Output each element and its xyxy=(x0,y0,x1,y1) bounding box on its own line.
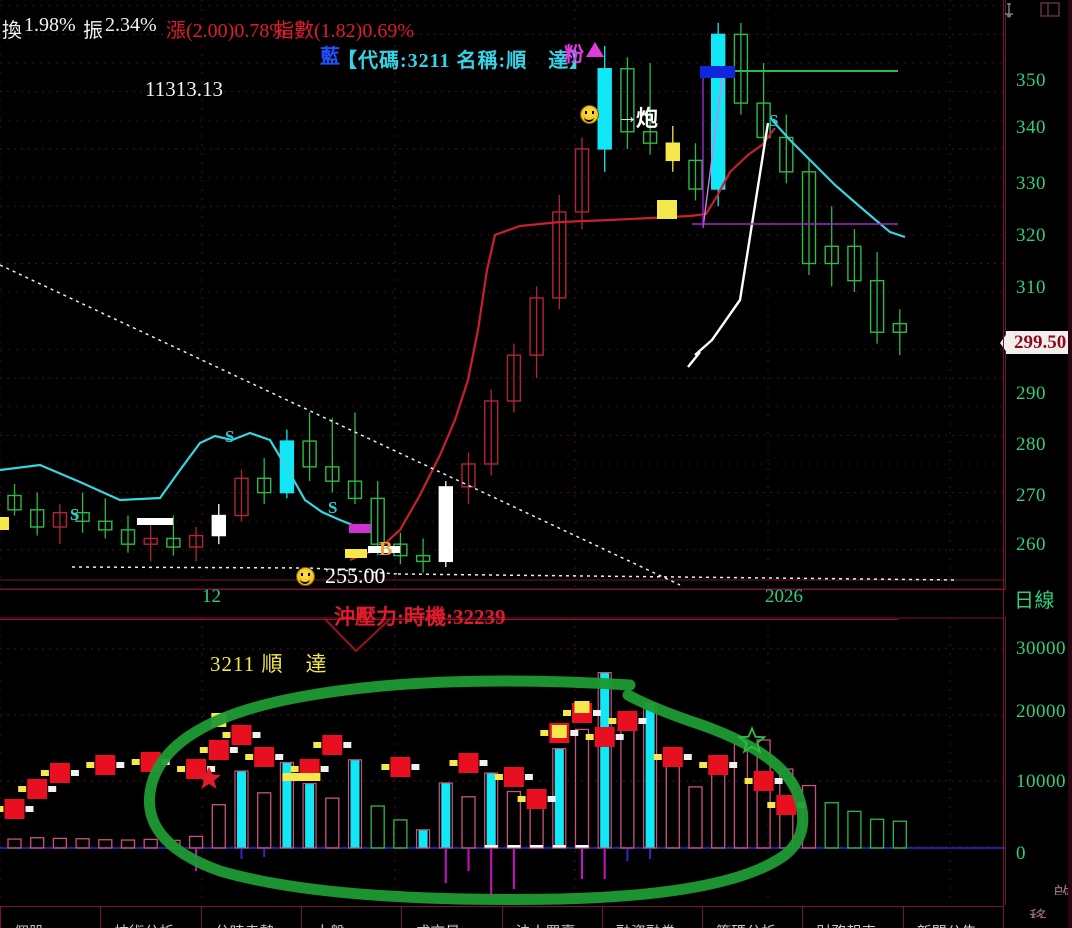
price-tick-340: 340 xyxy=(1016,117,1046,138)
sell-marker-mid: S xyxy=(225,427,235,446)
price-axis[interactable]: 350 340 330 320 310 290 280 270 260 日線 xyxy=(1005,0,1072,612)
x-tick-12: 12 xyxy=(202,586,221,607)
red-star-icon xyxy=(197,766,221,789)
star-outline-icon xyxy=(738,726,766,754)
price-tick-270: 270 xyxy=(1016,485,1046,506)
toolbar-divider xyxy=(702,907,704,928)
window-right-edge xyxy=(1068,0,1072,928)
volume-tick-20000: 20000 xyxy=(1016,701,1066,722)
pin-icon[interactable] xyxy=(1000,1,1018,19)
pressure-indicator-text: 沖壓力:時機:32239 xyxy=(334,605,506,629)
price-tick-310: 310 xyxy=(1016,277,1046,298)
toolbar-divider xyxy=(501,907,503,928)
hand-drawn-ellipse-annotation xyxy=(143,675,809,905)
rise-text: 漲(2.00)0.78% xyxy=(166,20,286,42)
toolbar-divider xyxy=(100,907,102,928)
panel-label-daily: 日線 xyxy=(1014,590,1055,612)
toolbar-item-2[interactable]: 分時走勢 xyxy=(215,921,275,928)
panel-right-border xyxy=(1003,0,1004,928)
turnover-value: 1.98% xyxy=(24,14,76,36)
index-value-text: 11313.13 xyxy=(145,77,223,101)
volume-chart-canvas[interactable] xyxy=(0,617,1005,905)
price-chart-canvas[interactable] xyxy=(0,0,1005,591)
smiley-icon-top xyxy=(580,105,599,124)
price-tick-330: 330 xyxy=(1016,173,1046,194)
toolbar-divider xyxy=(401,907,403,928)
blue-tag: 藍 xyxy=(320,46,340,68)
current-price-pointer xyxy=(1000,332,1008,354)
toolbar-divider xyxy=(0,907,1,928)
bottom-toolbar[interactable]: 個股 技術分析 分時走勢 大盤 成交量 法人買賣 融資融券 籌碼分析 財務報表 新聞公告 xyxy=(0,906,1003,928)
toolbar-divider xyxy=(802,907,804,928)
buy-marker: B xyxy=(379,538,393,560)
toolbar-item-6[interactable]: 融資融券 xyxy=(616,921,676,928)
x-tick-2026: 2026 xyxy=(765,586,803,607)
turnover-label: 換 xyxy=(2,20,22,42)
arrow-right-icon: → xyxy=(617,104,638,128)
toolbar-item-4[interactable]: 成交量 xyxy=(415,921,460,928)
sell-marker-far-left: S xyxy=(70,505,80,524)
price-chart-panel[interactable] xyxy=(0,0,1005,591)
support-price-label: 255.00 xyxy=(325,563,386,588)
price-tick-350: 350 xyxy=(1016,70,1046,91)
toolbar-item-8[interactable]: 財務報表 xyxy=(816,921,876,928)
toolbar-item-9[interactable]: 新聞公告 xyxy=(917,921,977,928)
toolbar-item-3[interactable]: 大盤 xyxy=(315,921,345,928)
edge-start-label[interactable]: 啟 xyxy=(1053,884,1071,895)
sell-marker-left: S xyxy=(328,498,338,517)
toolbar-item-1[interactable]: 技術分析 xyxy=(114,921,174,928)
toolbar-divider xyxy=(300,907,302,928)
sell-marker-top: S xyxy=(769,111,779,130)
volume-axis[interactable]: 30000 20000 10000 0 啟 xyxy=(1005,617,1072,905)
cannon-annotation: 炮 xyxy=(636,106,659,131)
amplitude-label: 振 xyxy=(83,20,103,42)
amplitude-value: 2.34% xyxy=(105,14,157,36)
toolbar-divider xyxy=(200,907,202,928)
price-tick-280: 280 xyxy=(1016,434,1046,455)
edge-move-label[interactable]: 移 xyxy=(1029,908,1047,918)
volume-tick-10000: 10000 xyxy=(1016,771,1066,792)
volume-tick-0: 0 xyxy=(1016,843,1026,864)
volume-panel-title: 3211 順 達 xyxy=(210,652,328,676)
toolbar-item-0[interactable]: 個股 xyxy=(14,921,44,928)
volume-tick-30000: 30000 xyxy=(1016,638,1066,659)
toolbar-item-7[interactable]: 籌碼分析 xyxy=(716,921,776,928)
price-tick-290: 290 xyxy=(1016,383,1046,404)
price-tick-260: 260 xyxy=(1016,534,1046,555)
current-price-flag: 299.50 xyxy=(1006,331,1072,354)
toolbar-divider xyxy=(902,907,904,928)
triangle-up-icon xyxy=(586,42,604,57)
pink-tag: 粉 xyxy=(564,44,584,66)
code-name-text: 【代碼:3211 名稱:順 達】 xyxy=(337,50,591,72)
split-window-icon[interactable] xyxy=(1040,2,1060,17)
toolbar-divider xyxy=(601,907,603,928)
toolbar-item-5[interactable]: 法人買賣 xyxy=(516,921,576,928)
header-bar: 換 1.98% 振 2.34% 漲(2.00)0.78% 指數(1.82)0.6… xyxy=(0,0,1005,72)
price-tick-320: 320 xyxy=(1016,225,1046,246)
index-text: 指數(1.82)0.69% xyxy=(274,20,414,42)
smiley-icon-bottom xyxy=(296,567,315,586)
